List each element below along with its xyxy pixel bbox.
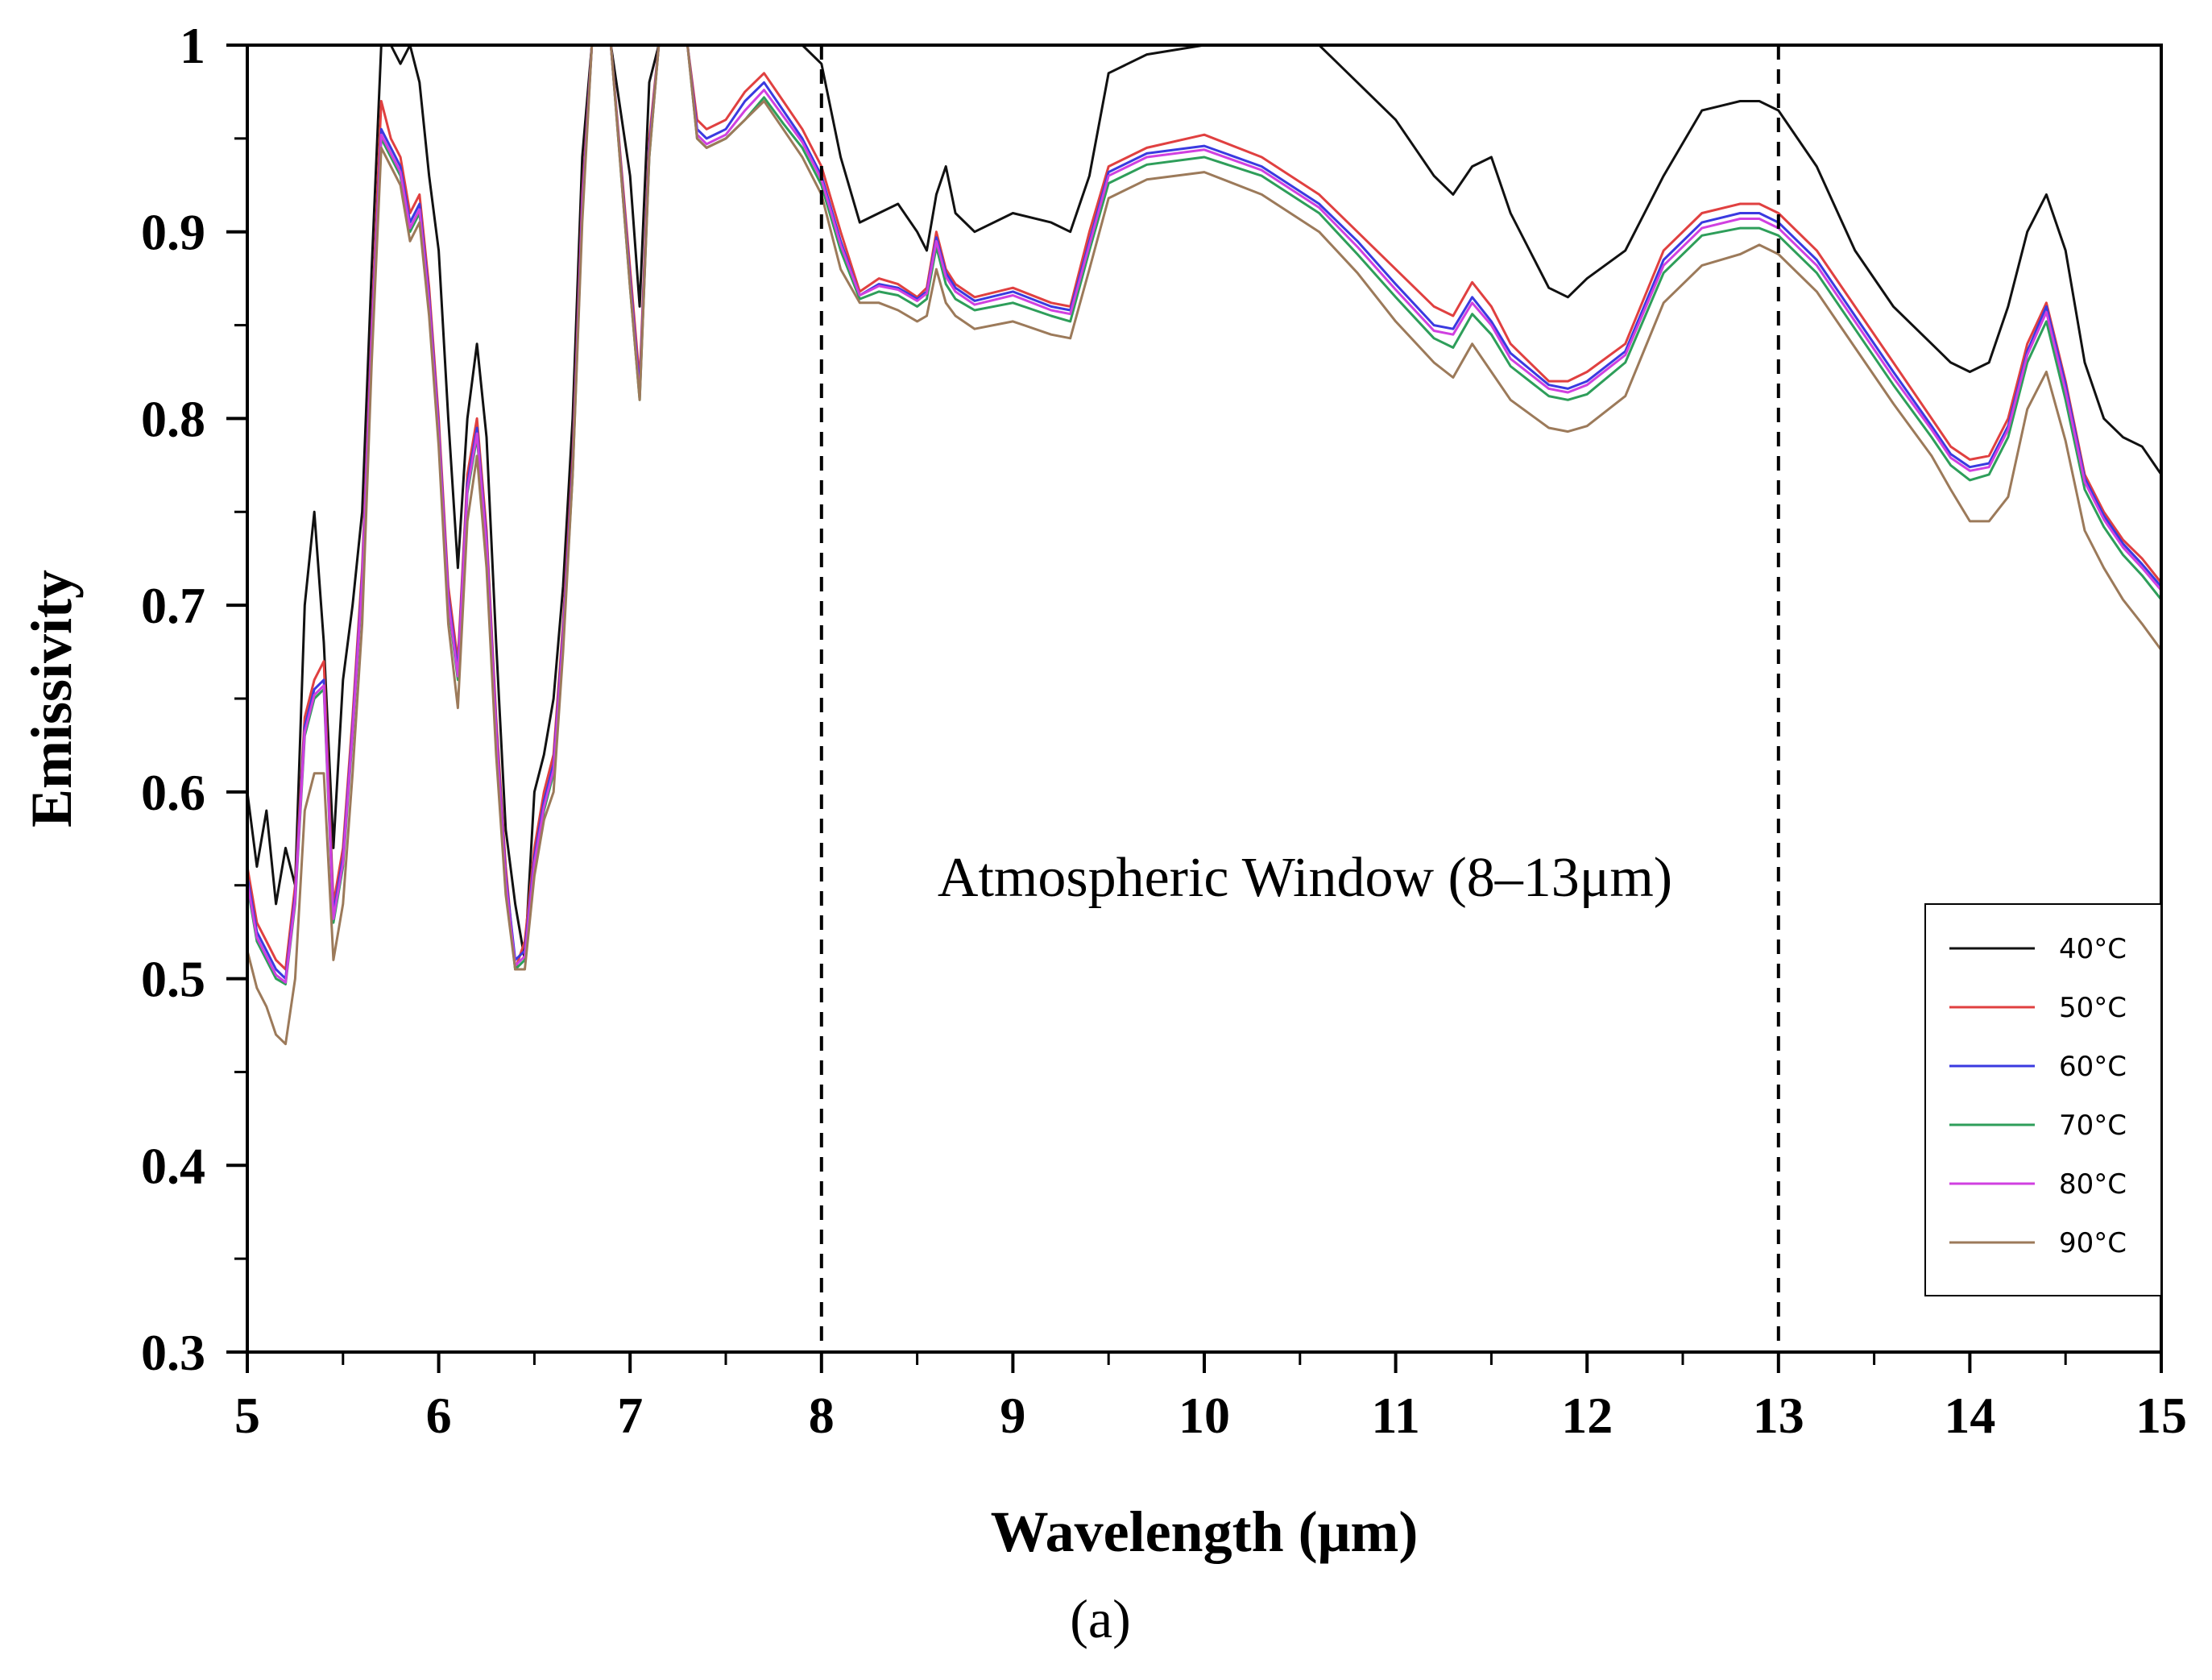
- x-tick-label-5: 5: [234, 1387, 260, 1444]
- y-tick-label-0.9: 0.9: [141, 204, 205, 261]
- legend: 40°C 50°C 60°C 70°C 80°C 90°C: [1924, 903, 2162, 1296]
- legend-box: [1924, 903, 2162, 1296]
- y-tick-label-0.3: 0.3: [141, 1324, 205, 1381]
- x-tick-label-10: 10: [1178, 1387, 1230, 1444]
- y-tick-label-0.8: 0.8: [141, 390, 205, 447]
- y-tick-label-0.7: 0.7: [141, 577, 205, 634]
- y-tick-label-0.4: 0.4: [141, 1137, 205, 1194]
- y-tick-label-0.6: 0.6: [141, 764, 205, 821]
- panel-label: (a): [1070, 1588, 1130, 1649]
- x-tick-label-6: 6: [426, 1387, 452, 1444]
- legend-label-90c: 90°C: [2059, 1227, 2127, 1259]
- y-tick-label-0.5: 0.5: [141, 951, 205, 1008]
- y-tick-label-1: 1: [180, 17, 205, 74]
- y-axis-ticks: 0.3 0.4 0.5 0.6 0.7 0.8 0.9 1: [141, 17, 247, 1381]
- x-tick-label-11: 11: [1371, 1387, 1419, 1444]
- x-axis-ticks: 5 6 7 8 9 10 11 12 13 14 15: [234, 1352, 2187, 1444]
- legend-label-80c: 80°C: [2059, 1168, 2127, 1201]
- legend-label-40c: 40°C: [2059, 933, 2127, 965]
- x-tick-label-13: 13: [1753, 1387, 1804, 1444]
- legend-label-50c: 50°C: [2059, 992, 2127, 1024]
- legend-label-70c: 70°C: [2059, 1110, 2127, 1142]
- legend-label-60c: 60°C: [2059, 1051, 2127, 1083]
- x-tick-label-14: 14: [1944, 1387, 1995, 1444]
- x-tick-label-9: 9: [1000, 1387, 1025, 1444]
- x-tick-label-7: 7: [617, 1387, 643, 1444]
- window-markers: [819, 45, 1780, 1352]
- x-tick-label-8: 8: [809, 1387, 835, 1444]
- series-line-40c: [247, 45, 2161, 961]
- y-axis-title: Emissivity: [19, 570, 84, 828]
- x-tick-label-12: 12: [1561, 1387, 1613, 1444]
- series-line-70c: [247, 45, 2161, 985]
- atmospheric-window-annotation: Atmospheric Window (8–13μm): [938, 847, 1672, 909]
- x-tick-label-15: 15: [2135, 1387, 2187, 1444]
- x-axis-title: Wavelength (μm): [991, 1500, 1419, 1564]
